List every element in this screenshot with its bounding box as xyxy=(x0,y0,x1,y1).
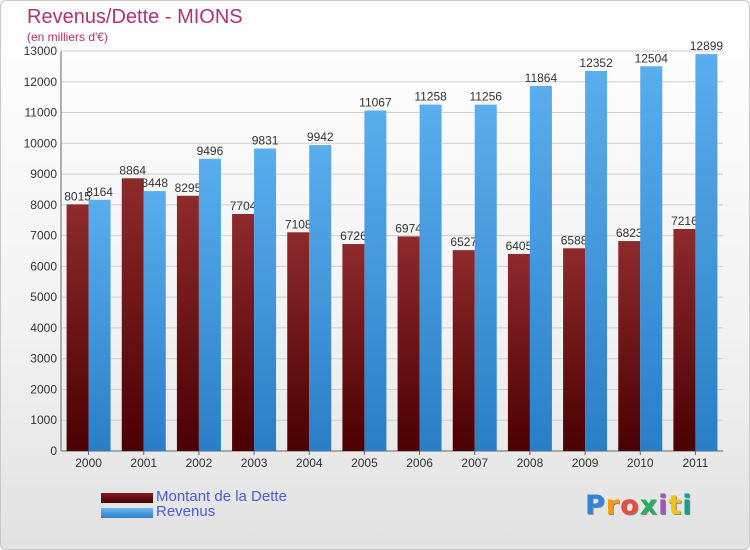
data-label-revenus: 11067 xyxy=(359,95,392,109)
bar-debt xyxy=(563,248,586,451)
chart-title: Revenus/Dette - MIONS xyxy=(27,6,243,28)
bar-revenus xyxy=(143,191,166,452)
data-label-debt: 7216 xyxy=(671,214,698,228)
y-tick-label: 13000 xyxy=(24,44,58,58)
bar-debt xyxy=(232,213,255,451)
legend-label-revenus: Revenus xyxy=(156,503,216,520)
bar-revenus xyxy=(529,85,552,451)
bar-revenus xyxy=(254,148,277,451)
data-label-debt: 6527 xyxy=(450,235,477,249)
y-tick-label: 1000 xyxy=(30,413,57,427)
data-label-debt: 8015 xyxy=(64,189,91,203)
data-label-debt: 6823 xyxy=(616,226,643,240)
chart-subtitle: (en milliers d'€) xyxy=(27,30,108,44)
bar-debt xyxy=(176,195,199,451)
data-label-revenus: 9496 xyxy=(197,144,224,158)
y-tick-label: 11000 xyxy=(25,106,58,120)
bar-debt xyxy=(618,241,641,451)
bar-revenus xyxy=(585,70,608,451)
bar-debt xyxy=(342,244,365,451)
bar-debt xyxy=(397,236,420,451)
y-tick-label: 4000 xyxy=(30,321,57,335)
logo-letter: o xyxy=(620,490,640,521)
data-label-revenus: 9831 xyxy=(252,134,279,148)
y-tick-label: 10000 xyxy=(24,136,58,150)
y-tick-label: 12000 xyxy=(24,75,58,89)
bar-revenus xyxy=(364,110,387,451)
legend-swatch-dette xyxy=(101,493,153,503)
legend-swatch-revenus xyxy=(101,508,153,518)
bar-debt xyxy=(287,232,310,451)
bar-debt xyxy=(507,253,530,451)
bar-debt xyxy=(673,228,696,451)
x-tick-label: 2002 xyxy=(186,456,213,470)
data-label-revenus: 8164 xyxy=(86,185,113,199)
bar-revenus xyxy=(419,104,442,451)
x-tick-label: 2008 xyxy=(517,456,544,470)
logo-letter: i xyxy=(682,490,693,521)
logo-letter: r xyxy=(605,490,621,521)
bar-revenus xyxy=(198,158,221,452)
x-tick-label: 2003 xyxy=(241,456,268,470)
x-tick-label: 2005 xyxy=(351,456,378,470)
x-tick-label: 2000 xyxy=(75,456,102,470)
data-label-revenus: 9942 xyxy=(307,130,334,144)
logo-letter: x xyxy=(639,490,659,521)
x-tick-label: 2007 xyxy=(461,456,488,470)
data-label-revenus: 12899 xyxy=(690,39,724,53)
x-tick-label: 2011 xyxy=(683,456,709,470)
data-label-revenus: 12504 xyxy=(635,51,669,65)
data-label-debt: 6588 xyxy=(561,233,588,247)
y-tick-label: 3000 xyxy=(30,352,57,366)
logo-letter: t xyxy=(668,490,683,521)
data-label-revenus: 8448 xyxy=(141,176,168,190)
data-label-revenus: 11864 xyxy=(525,71,558,85)
data-label-debt: 6974 xyxy=(395,221,422,235)
x-tick-label: 2006 xyxy=(406,456,433,470)
data-label-revenus: 11258 xyxy=(414,90,447,104)
bar-revenus xyxy=(695,54,718,451)
logo-letter: i xyxy=(658,490,669,521)
y-tick-label: 7000 xyxy=(30,229,57,243)
bar-revenus xyxy=(309,145,332,452)
y-tick-label: 8000 xyxy=(30,198,57,212)
y-tick-label: 6000 xyxy=(30,259,57,273)
x-tick-label: 2001 xyxy=(130,456,157,470)
bar-debt xyxy=(452,250,475,451)
data-label-revenus: 12352 xyxy=(579,56,613,70)
x-tick-label: 2004 xyxy=(296,456,323,470)
data-label-debt: 6726 xyxy=(340,229,367,243)
bar-revenus xyxy=(640,66,663,451)
proxiti-logo: Proxiti xyxy=(585,490,693,521)
x-tick-label: 2009 xyxy=(572,456,599,470)
logo-letter: P xyxy=(585,490,606,521)
bar-debt xyxy=(121,178,144,451)
y-tick-label: 5000 xyxy=(30,290,57,304)
data-label-debt: 7704 xyxy=(230,199,257,213)
y-tick-label: 9000 xyxy=(30,167,57,181)
legend-label-dette: Montant de la Dette xyxy=(156,488,287,505)
bar-revenus xyxy=(88,199,111,451)
bar-debt xyxy=(66,204,89,451)
data-label-debt: 6405 xyxy=(506,239,533,253)
y-tick-label: 2000 xyxy=(30,382,57,396)
x-tick-label: 2010 xyxy=(627,456,654,470)
data-label-revenus: 11256 xyxy=(470,90,503,104)
data-label-debt: 7108 xyxy=(285,217,312,231)
bar-revenus xyxy=(474,104,497,452)
data-label-debt: 8295 xyxy=(175,181,202,195)
data-label-debt: 8864 xyxy=(119,163,146,177)
y-tick-label: 0 xyxy=(50,444,57,458)
